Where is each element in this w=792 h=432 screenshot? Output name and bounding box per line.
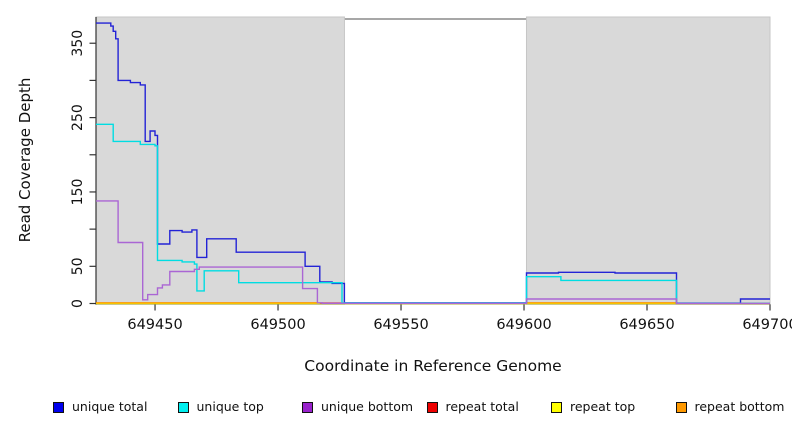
y-tick-label: 50 (70, 257, 86, 275)
legend-swatch-unique-top (177, 401, 189, 413)
legend-label: repeat total (445, 399, 519, 414)
legend-swatch-repeat-total (426, 401, 438, 413)
series-unique-bottom-line (96, 200, 770, 305)
y-axis-title: Read Coverage Depth (16, 78, 34, 243)
series-repeat-bottom-line (525, 302, 678, 304)
legend-item-unique-bottom: unique bottom (302, 399, 413, 415)
y-tick-label: 350 (70, 30, 86, 57)
legend-label: repeat top (570, 399, 636, 414)
x-tick-label: 649500 (250, 317, 305, 333)
x-axis-title: Coordinate in Reference Genome (304, 357, 561, 375)
legend-item-unique-total: unique total (53, 399, 147, 415)
legend-label: unique bottom (321, 399, 414, 414)
y-tick-label: 0 (70, 299, 86, 308)
x-tick-label: 649450 (127, 317, 182, 333)
legend-swatch-unique-bottom (302, 401, 313, 413)
x-tick-label: 649700 (742, 317, 792, 333)
y-tick-label: 250 (70, 104, 86, 131)
legend-label: repeat bottom (694, 399, 785, 414)
legend-item-unique-top: unique top (177, 399, 264, 415)
legend-swatch-repeat-bottom (675, 401, 687, 413)
series-unique-total-line (96, 22, 770, 304)
x-tick-label: 649550 (373, 317, 428, 333)
x-tick-label: 649600 (496, 317, 551, 333)
x-tick-label: 649650 (619, 317, 674, 333)
series-repeat-bottom-line (96, 302, 319, 304)
legend-item-repeat-top: repeat top (551, 399, 635, 415)
legend-swatch-repeat-top (551, 401, 562, 413)
y-tick-label: 150 (70, 179, 86, 206)
legend-item-repeat-bottom: repeat bottom (675, 399, 785, 415)
legend-label: unique total (72, 399, 148, 414)
x-axis: 649450 649500 649550 649600 649650 649700 Coor… (127, 304, 792, 375)
series-unique-top-line (96, 123, 770, 304)
repeat-region-shading (95, 16, 345, 305)
legend-item-repeat-total: repeat total (426, 399, 519, 415)
repeat-region-shading (525, 16, 771, 305)
legend-label: unique top (196, 399, 264, 414)
legend-swatch-unique-total (53, 401, 64, 413)
chart-legend: unique total unique top unique bottom repea… (0, 399, 792, 421)
y-axis: 0 50 150 250 350 Read Coverage Depth (16, 17, 97, 308)
